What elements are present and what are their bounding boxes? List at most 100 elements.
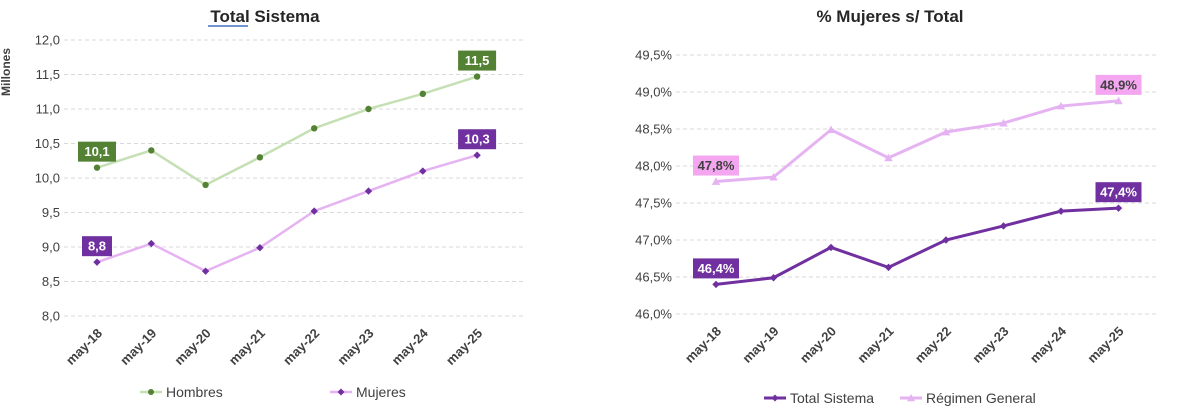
legend-label: Régimen General [926, 390, 1036, 406]
y-tick-label: 9,0 [42, 240, 60, 255]
x-tick-label: may-20 [171, 326, 213, 368]
x-tick-label: may-20 [797, 324, 839, 366]
data-point [1056, 101, 1066, 110]
data-point [711, 177, 721, 185]
y-axis-label: Millones [0, 48, 13, 96]
x-tick-label: may-21 [854, 324, 896, 366]
x-tick-label: may-22 [280, 326, 322, 368]
legend-label: Mujeres [356, 384, 406, 400]
data-label-box [82, 236, 112, 257]
data-label-box [458, 50, 497, 71]
legend-marker [907, 394, 915, 402]
x-tick-label: may-19 [739, 324, 781, 366]
gridlines [676, 54, 1156, 315]
x-tick-label: may-25 [443, 326, 485, 368]
legend: Hombres Mujeres [140, 384, 406, 400]
x-tick-label: may-23 [334, 326, 376, 368]
legend-label: Total Sistema [790, 390, 874, 406]
data-point [202, 181, 209, 189]
data-point [1114, 204, 1123, 212]
legend-marker [771, 394, 779, 402]
data-point [884, 153, 893, 162]
data-point [473, 151, 481, 159]
data-point [148, 147, 155, 154]
x-tick-label: may-18 [63, 326, 105, 368]
y-tick-labels: 8,0 8,5 9,0 9,5 10,0 10,5 11,0 11,5 12,0 [35, 33, 60, 324]
data-label-box [458, 129, 497, 150]
y-tick-label: 11,5 [36, 67, 60, 82]
data-label-box [78, 141, 116, 162]
series-line [715, 99, 1119, 184]
x-tick-label: may-25 [1084, 324, 1126, 366]
series-line [96, 154, 478, 273]
data-point [365, 105, 372, 113]
legend-marker [337, 388, 345, 396]
data-label-box [1095, 182, 1142, 203]
data-label: 10,3 [464, 132, 489, 147]
x-tick-label: may-23 [969, 324, 1011, 366]
chart-pct-mujeres: % Mujeres s/ Total 46,0%46,5%47,0%47,5%4… [635, 7, 1156, 406]
data-point [201, 267, 210, 275]
y-tick-label: 48,5% [635, 122, 672, 137]
chart-title: Total Sistema [210, 7, 320, 26]
data-point [827, 243, 835, 252]
data-point [826, 125, 836, 134]
legend-label: Hombres [166, 384, 223, 400]
data-point [941, 127, 951, 136]
x-tick-label: may-24 [389, 325, 432, 368]
series-line [715, 206, 1119, 286]
legend-marker [148, 389, 154, 395]
data-label: 10,1 [84, 144, 109, 159]
y-tick-label: 47,5% [635, 196, 672, 211]
data-point [1114, 96, 1123, 105]
data-point [712, 280, 720, 289]
y-tick-label: 8,0 [42, 309, 60, 324]
data-label: 47,8% [698, 158, 735, 173]
data-point [256, 154, 264, 161]
data-point [769, 274, 778, 282]
series-line [96, 75, 478, 187]
data-label-box [693, 258, 739, 279]
x-tick-label: may-21 [226, 326, 268, 368]
y-tick-label: 49,5% [635, 48, 672, 63]
x-tick-label: may-24 [1027, 323, 1070, 366]
x-tick-label: may-19 [117, 326, 159, 368]
y-tick-label: 9,5 [42, 205, 60, 220]
y-tick-label: 47,0% [635, 233, 672, 248]
chart-total-sistema: Total Sistema Millones 8,0 8,5 9,0 9,5 10,0 1… [0, 7, 525, 400]
data-point [473, 73, 481, 80]
y-tick-labels: 46,0% 46,5% 47,0% 47,5% 48,0% 48,5% 49,0% 49,5% [635, 48, 672, 322]
data-label: 46,4% [698, 261, 735, 276]
data-label: 47,4% [1100, 185, 1137, 200]
data-label-box [693, 155, 739, 176]
y-tick-label: 46,5% [635, 270, 672, 285]
y-tick-label: 12,0 [35, 33, 60, 48]
chart-title: % Mujeres s/ Total [816, 7, 963, 26]
data-point [769, 172, 778, 181]
x-tick-label: may-18 [682, 324, 724, 366]
data-label: 48,9% [1100, 77, 1137, 92]
gridlines [64, 39, 525, 317]
data-label-box [1095, 74, 1142, 95]
data-point [1057, 207, 1065, 215]
data-point [93, 164, 101, 171]
data-label: 11,5 [465, 53, 490, 68]
data-point [147, 239, 155, 248]
y-tick-label: 11,0 [36, 102, 60, 117]
data-point [419, 167, 427, 175]
data-point [310, 207, 318, 215]
data-point [942, 236, 950, 244]
data-point [311, 125, 318, 132]
series-lines: 10,1 11,5 8,8 10,3 [78, 50, 497, 275]
x-tick-labels: may-18 may-19 may-20 may-21 may-22 may-23 may-… [63, 325, 485, 368]
y-tick-label: 46,0% [635, 307, 672, 322]
y-tick-label: 48,0% [635, 159, 672, 174]
data-point [256, 243, 264, 252]
data-point [364, 187, 373, 195]
x-tick-label: may-22 [912, 324, 954, 366]
y-tick-label: 49,0% [635, 85, 672, 100]
data-point [999, 118, 1008, 127]
data-point [93, 258, 101, 266]
y-tick-label: 10,0 [35, 171, 60, 186]
data-point [419, 90, 426, 98]
